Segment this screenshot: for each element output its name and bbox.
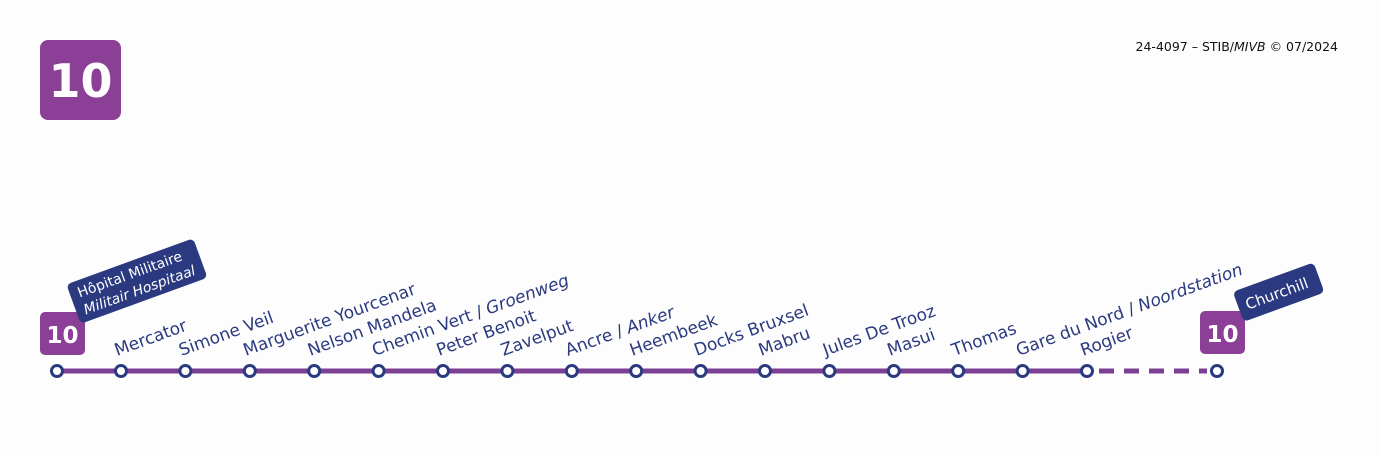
terminus-label: Churchill <box>1234 263 1324 321</box>
stop <box>371 364 386 378</box>
credit: 24-4097 – STIB/MIVB © 07/2024 <box>1136 39 1339 54</box>
line-badge <box>40 40 121 120</box>
stop <box>242 364 257 378</box>
credit-part: 24-4097 – STIB/ <box>1136 39 1235 54</box>
stop <box>886 364 901 378</box>
station-label: Thomas <box>948 319 1019 361</box>
station-name: Mercator <box>112 316 190 361</box>
terminus-box <box>1234 263 1324 321</box>
line-number: 10 <box>48 54 112 108</box>
terminus-badge <box>40 312 85 355</box>
stop <box>564 364 579 378</box>
station-alt: Noordstation <box>1135 260 1245 316</box>
stop <box>436 364 450 378</box>
credit-part: © 07/2024 <box>1266 39 1338 54</box>
credit-part: MIVB <box>1234 39 1266 54</box>
stop <box>307 364 322 378</box>
terminus-badge <box>1200 311 1245 354</box>
stop <box>822 364 837 378</box>
stop <box>1080 364 1094 378</box>
terminus-label: Hôpital Militaire Militair Hospitaal <box>67 239 207 323</box>
stop <box>500 364 515 378</box>
stop <box>951 364 966 378</box>
terminus-line: 10 <box>46 323 78 349</box>
terminus-line: 10 <box>1206 322 1238 348</box>
stop <box>114 364 128 378</box>
stop <box>758 364 772 378</box>
stop <box>693 364 708 378</box>
stop <box>629 364 644 378</box>
stop <box>1210 364 1224 378</box>
station-label: Mercator <box>112 316 190 361</box>
station-name: Thomas <box>948 319 1019 361</box>
stop <box>50 364 64 378</box>
terminus-box <box>67 239 207 323</box>
stop <box>178 364 193 378</box>
stop <box>1015 364 1030 378</box>
